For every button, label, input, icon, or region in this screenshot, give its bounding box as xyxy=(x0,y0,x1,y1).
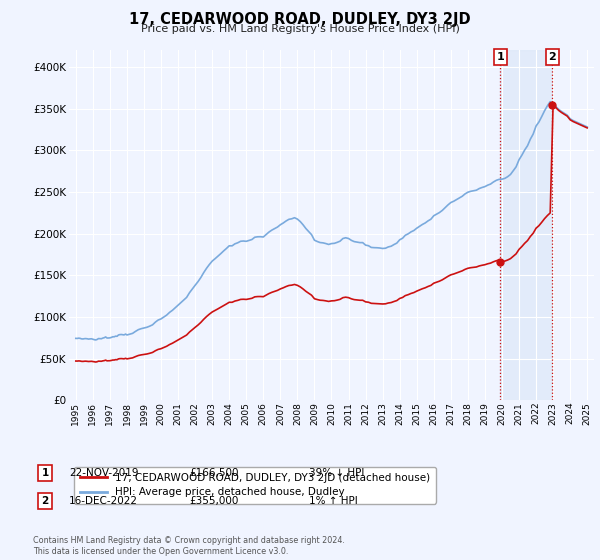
Text: 2: 2 xyxy=(41,496,49,506)
Text: £355,000: £355,000 xyxy=(189,496,238,506)
Bar xyxy=(500,50,553,400)
Legend: 17, CEDARWOOD ROAD, DUDLEY, DY3 2JD (detached house), HPI: Average price, detach: 17, CEDARWOOD ROAD, DUDLEY, DY3 2JD (det… xyxy=(74,467,436,503)
Text: 1% ↑ HPI: 1% ↑ HPI xyxy=(309,496,358,506)
Text: £166,500: £166,500 xyxy=(189,468,239,478)
Text: 1: 1 xyxy=(496,52,504,62)
Text: 16-DEC-2022: 16-DEC-2022 xyxy=(69,496,138,506)
Text: 39% ↓ HPI: 39% ↓ HPI xyxy=(309,468,364,478)
Text: 1: 1 xyxy=(41,468,49,478)
Text: 22-NOV-2019: 22-NOV-2019 xyxy=(69,468,139,478)
Text: 17, CEDARWOOD ROAD, DUDLEY, DY3 2JD: 17, CEDARWOOD ROAD, DUDLEY, DY3 2JD xyxy=(129,12,471,27)
Text: Contains HM Land Registry data © Crown copyright and database right 2024.
This d: Contains HM Land Registry data © Crown c… xyxy=(33,536,345,556)
Text: 2: 2 xyxy=(548,52,556,62)
Text: Price paid vs. HM Land Registry's House Price Index (HPI): Price paid vs. HM Land Registry's House … xyxy=(140,24,460,34)
